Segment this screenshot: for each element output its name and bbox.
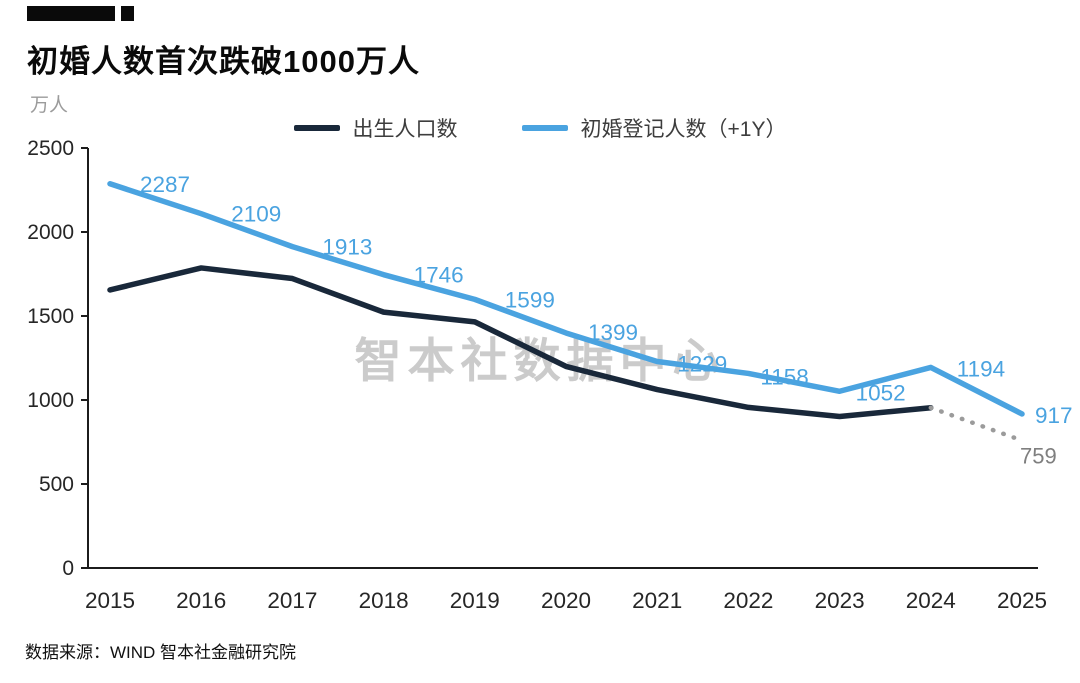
marriage-data-label: 1194 [957,356,1005,381]
legend-label-births: 出生人口数 [352,118,458,141]
y-tick-label: 500 [39,473,74,496]
marriage-data-label: 917 [1035,403,1073,428]
marriage-data-label: 1052 [856,380,906,405]
marriage-data-label: 2109 [231,202,281,227]
x-tick-label: 2020 [541,588,591,613]
x-tick-label: 2023 [815,588,865,613]
x-tick-label: 2018 [359,588,409,613]
x-tick-label: 2025 [997,588,1047,613]
title-accent-square [121,6,134,21]
birth-line-swatch [293,125,340,131]
x-tick-label: 2016 [176,588,226,613]
marriage-data-label: 1599 [505,287,555,312]
birth-projection-line [928,405,1025,443]
x-tick-label: 2024 [906,588,956,613]
marriage-data-label: 1399 [588,320,638,345]
marriage-line [107,181,1025,417]
x-tick-label: 2017 [267,588,317,613]
marriage-data-label: 1746 [414,263,464,288]
page-title: 初婚人数首次跌破1000万人 [27,44,420,79]
marriage-data-label: 1158 [760,364,808,389]
x-tick-label: 2019 [450,588,500,613]
marriage-data-label: 1229 [677,352,727,377]
y-tick-label: 1000 [27,389,74,412]
x-tick-label: 2015 [85,588,135,613]
x-tick-label: 2021 [632,588,682,613]
x-tick-label: 2022 [723,588,773,613]
birth-line [107,265,934,420]
legend-item-marriages: 初婚登记人数（+1Y） [521,113,787,143]
y-tick-label: 2500 [27,137,74,160]
source-note: 数据来源：WIND 智本社金融研究院 [25,643,297,662]
marriage-data-label: 2287 [140,172,190,197]
y-tick-label: 2000 [27,221,74,244]
projection-data-label: 759 [1020,443,1057,468]
y-tick-label: 0 [62,557,74,580]
legend-label-marriages: 初婚登记人数（+1Y） [580,118,787,141]
y-axis-unit-label: 万人 [30,95,69,116]
marriage-data-label: 1913 [322,235,372,260]
marriage-line-swatch [521,125,568,131]
legend-item-births: 出生人口数 [293,113,458,143]
chart-legend: 出生人口数 初婚登记人数（+1Y） [0,113,1080,143]
y-tick-label: 1500 [27,305,74,328]
title-accent-bar [27,6,115,21]
